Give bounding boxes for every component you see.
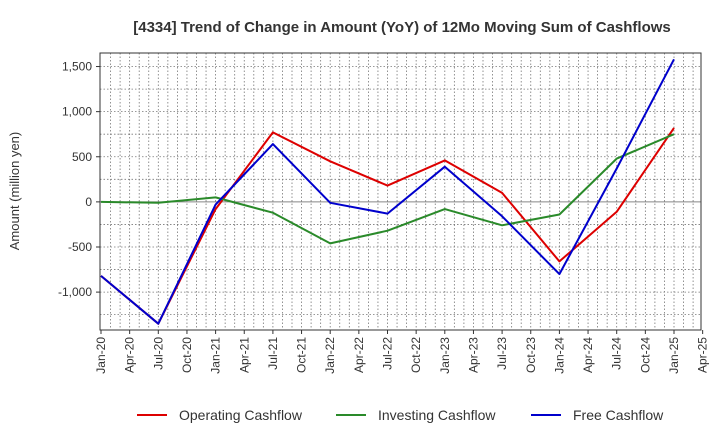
- x-tick-label: Apr-23: [466, 337, 480, 373]
- x-tick-label: Apr-20: [123, 337, 137, 373]
- x-tick-label: Jul-22: [381, 337, 395, 370]
- y-axis-label: Amount (million yen): [7, 132, 22, 251]
- x-tick-label: Jan-24: [552, 337, 566, 374]
- x-tick-label: Oct-21: [295, 337, 309, 373]
- y-tick-label: 500: [72, 150, 92, 164]
- y-tick-label: 1,500: [62, 60, 92, 74]
- x-tick-label: Jan-25: [667, 337, 681, 374]
- x-tick-label: Apr-22: [352, 337, 366, 373]
- x-tick-label: Jan-20: [94, 337, 108, 374]
- plot-area: [99, 52, 702, 331]
- x-tick-label: Oct-23: [524, 337, 538, 373]
- x-tick-label: Oct-20: [180, 337, 194, 373]
- x-tick-label: Jul-23: [495, 337, 509, 370]
- x-tick-label: Oct-24: [638, 337, 652, 373]
- y-tick-label: -1,000: [58, 285, 92, 299]
- series-layer: [100, 58, 675, 325]
- series-line-free-cashflow: [100, 58, 675, 325]
- x-tick-label: Apr-25: [696, 337, 710, 373]
- y-tick-label: 0: [85, 195, 92, 209]
- x-tick-label: Apr-24: [581, 337, 595, 373]
- legend-label: Free Cashflow: [573, 407, 664, 423]
- series-line-investing-cashflow: [100, 133, 675, 245]
- x-tick-label: Jan-23: [438, 337, 452, 374]
- x-tick-label: Jul-24: [610, 337, 624, 370]
- y-axis-ticks: 1,500 1,000 500 0 -500 -1,000: [58, 60, 100, 299]
- x-tick-label: Jan-21: [209, 337, 223, 374]
- legend: Operating Cashflow Investing Cashflow Free…: [137, 407, 664, 423]
- x-tick-label: Jul-20: [151, 337, 165, 370]
- y-tick-label: 1,000: [62, 105, 92, 119]
- legend-label: Investing Cashflow: [378, 407, 496, 423]
- x-tick-label: Oct-22: [409, 337, 423, 373]
- x-axis-ticks: Jan-20 Apr-20 Jul-20 Oct-20 Jan-21 Apr-21 Jul-…: [94, 330, 710, 374]
- series-line-operating-cashflow: [100, 127, 675, 325]
- grid-layer: [100, 53, 701, 330]
- x-tick-label: Apr-21: [237, 337, 251, 373]
- chart-title: [4334] Trend of Change in Amount (YoY) o…: [133, 19, 671, 36]
- x-tick-label: Jan-22: [323, 337, 337, 374]
- x-tick-label: Jul-21: [266, 337, 280, 370]
- y-tick-label: -500: [68, 240, 92, 254]
- legend-label: Operating Cashflow: [179, 407, 303, 423]
